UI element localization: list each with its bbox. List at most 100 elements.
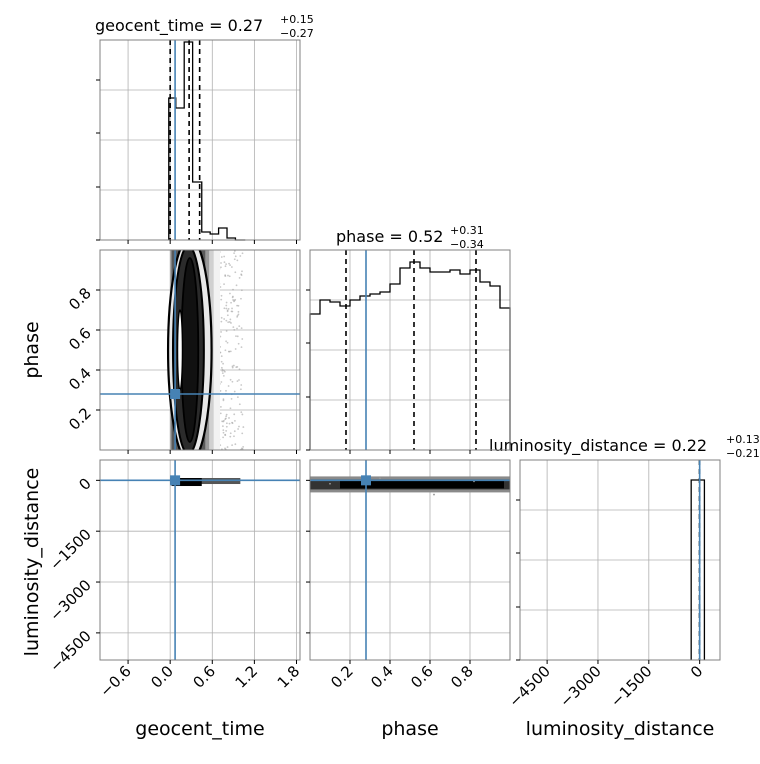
scatter-point <box>226 314 229 317</box>
scatter-point <box>238 368 241 371</box>
scatter-point <box>220 320 223 323</box>
title-phase: phase = 0.52 <box>336 227 443 246</box>
scatter-point <box>232 299 235 301</box>
panel-phase-vs-geocent-time-ytick-label-2: 0.6 <box>65 324 95 354</box>
scatter-point <box>225 330 228 332</box>
panel-luminosity-distance-vs-geocent-time-ytick-label-2: −1500 <box>46 525 95 574</box>
panel-phase-vs-geocent-time-ytick-label-1: 0.4 <box>65 364 95 394</box>
scatter-point <box>228 321 231 323</box>
scatter-point <box>235 366 238 369</box>
scatter-point <box>236 259 239 262</box>
phase-hist <box>309 261 511 450</box>
scatter-point <box>230 322 232 324</box>
scatter-point <box>236 380 239 383</box>
panel-luminosity-distance-vs-geocent-time-xtick-label-4: 1.8 <box>274 662 304 692</box>
scatter-point-3 <box>379 477 381 480</box>
scatter-point <box>228 262 230 265</box>
scatter-point <box>229 350 232 353</box>
truth-marker-phase-vs-geocent-time <box>170 389 181 399</box>
scatter-point <box>239 388 242 391</box>
scatter-point <box>224 265 227 268</box>
scatter-point <box>219 406 222 408</box>
panel-luminosity-distance-vs-phase-frame <box>309 459 511 661</box>
scatter-point <box>226 341 229 344</box>
scatter-point <box>237 310 240 313</box>
scatter-point <box>219 412 222 415</box>
scatter-point <box>235 335 237 337</box>
scatter-point <box>233 435 235 438</box>
scatter-point <box>235 284 238 287</box>
panel-luminosity-distance-vs-geocent-time-xtick-label-3: 1.2 <box>232 662 262 692</box>
scatter-point <box>231 310 234 313</box>
scatter-point <box>240 289 243 292</box>
hist-luminosity-distance-xtick-label-2: −1500 <box>607 662 656 711</box>
contour-3 <box>176 309 184 391</box>
scatter-point <box>236 315 239 318</box>
scatter-point <box>241 432 244 435</box>
scatter-point <box>229 292 231 295</box>
panel-luminosity-distance-vs-geocent-time-frame <box>99 459 301 661</box>
scatter-point <box>220 360 223 363</box>
scatter-point <box>222 362 224 365</box>
panel-luminosity-distance-vs-phase-xtick-label-0: 0.2 <box>327 662 357 692</box>
scatter-point <box>241 270 243 273</box>
scatter-point <box>222 420 225 423</box>
scatter-point <box>236 335 239 338</box>
scatter-point <box>220 294 223 297</box>
scatter-point <box>236 304 238 307</box>
x-axis-label-phase: phase <box>381 718 438 740</box>
panel-luminosity-distance-vs-phase-xtick-label-3: 0.8 <box>447 662 477 692</box>
scatter-point <box>234 255 237 258</box>
scatter-point <box>233 413 236 416</box>
scatter-point <box>221 372 224 375</box>
scatter-point <box>230 266 233 268</box>
title-luminosity-distance-sup: +0.13 <box>726 433 760 446</box>
scatter-point <box>227 321 230 324</box>
scatter-point <box>224 349 227 352</box>
scatter-point <box>232 364 235 367</box>
panel-luminosity-distance-vs-phase-density <box>310 476 510 496</box>
scatter-point <box>237 342 240 345</box>
scatter-point <box>225 422 228 425</box>
truth-marker-luminosity-distance-vs-geocent-time <box>170 475 181 486</box>
scatter-point-0 <box>329 482 331 485</box>
scatter-point <box>223 255 226 258</box>
scatter-point <box>224 274 227 277</box>
scatter-point <box>231 422 234 425</box>
luminosity-distance-hist <box>690 479 706 660</box>
scatter-point <box>225 304 228 307</box>
panel-phase-vs-geocent-time-density <box>166 250 245 450</box>
title-phase-sup: +0.31 <box>450 224 484 237</box>
scatter-point <box>226 446 229 448</box>
scatter-point <box>231 380 234 383</box>
panel-luminosity-distance-vs-geocent-time-density <box>170 478 241 487</box>
scatter-point <box>222 374 225 377</box>
scatter-point <box>227 274 229 277</box>
scatter-point <box>240 447 243 450</box>
scatter-point <box>232 288 234 291</box>
scatter-point <box>234 419 236 422</box>
panel-luminosity-distance-vs-geocent-time-xtick-label-0: −0.6 <box>96 662 134 700</box>
scatter-point <box>241 338 244 340</box>
panel-luminosity-distance-vs-geocent-time-ytick-label-1: −3000 <box>46 576 95 625</box>
y-axis-label-luminosity-distance: luminosity_distance <box>21 468 43 657</box>
scatter-point <box>233 299 236 302</box>
scatter-point <box>233 430 236 433</box>
scatter-point <box>220 355 223 358</box>
scatter-point <box>225 301 228 304</box>
scatter-point <box>231 366 234 369</box>
scatter-point <box>220 256 223 258</box>
scatter-point <box>237 428 239 430</box>
scatter-point <box>238 425 240 428</box>
scatter-point <box>224 434 227 437</box>
panel-luminosity-distance-vs-phase-xtick-label-2: 0.6 <box>407 662 437 692</box>
hist-phase-frame <box>309 249 511 451</box>
scatter-point <box>233 328 236 331</box>
scatter-point <box>231 307 233 310</box>
scatter-point <box>229 378 232 381</box>
title-luminosity-distance: luminosity_distance = 0.22 <box>489 436 707 456</box>
scatter-point <box>223 318 226 320</box>
scatter-point <box>220 262 222 264</box>
scatter-point <box>238 277 241 279</box>
